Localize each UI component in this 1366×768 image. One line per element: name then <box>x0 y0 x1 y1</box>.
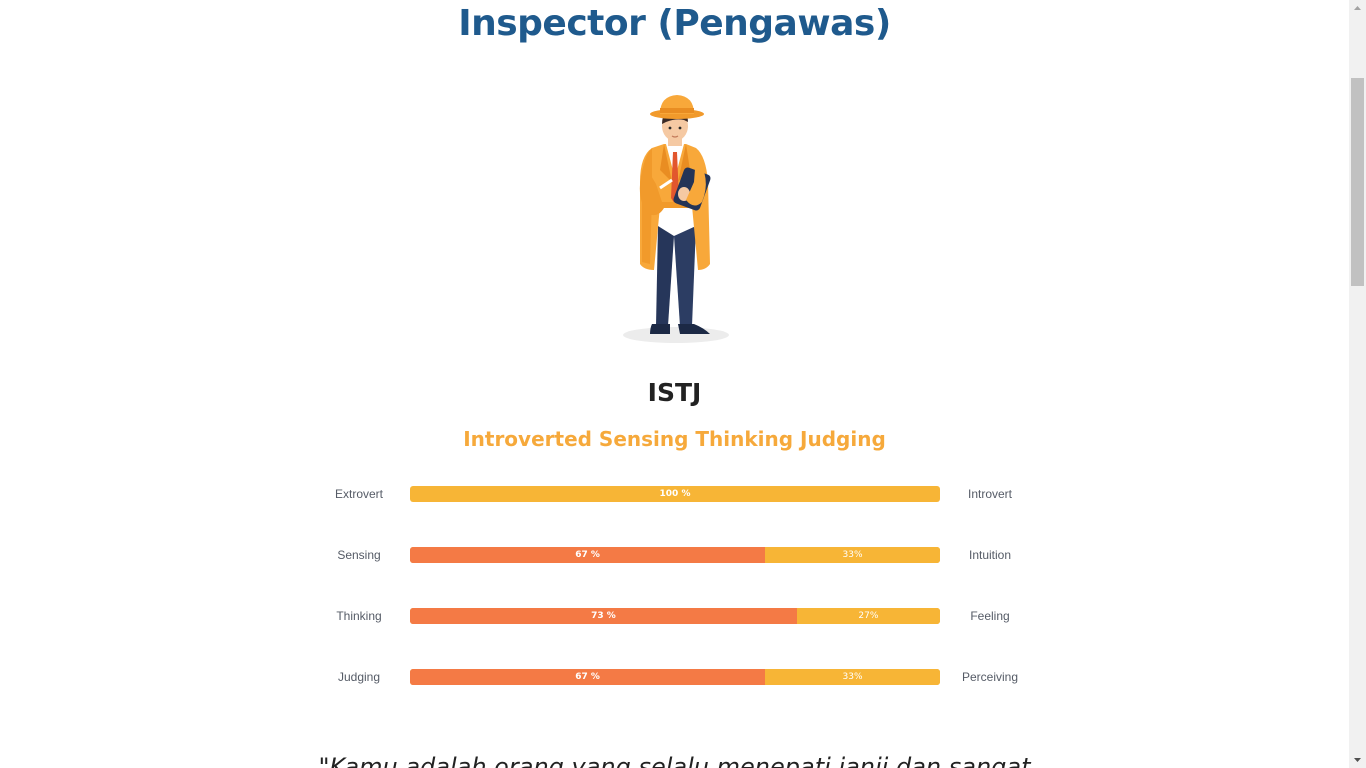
trait-left-label: Judging <box>337 670 381 684</box>
page-scrollbar[interactable] <box>1349 0 1366 768</box>
trait-left-label: Sensing <box>337 548 381 562</box>
trait-bar-left-segment: 67 % <box>410 547 766 563</box>
scroll-down-arrow-icon[interactable] <box>1349 751 1366 768</box>
trait-bar: 73 % 27% <box>410 608 940 624</box>
trait-left-label: Extrovert <box>334 487 383 501</box>
trait-bar: 67 % 33% <box>410 669 940 685</box>
trait-right-label: Intuition <box>968 548 1012 562</box>
personality-full-name: Introverted Sensing Thinking Judging <box>463 427 886 451</box>
trait-left-label: Thinking <box>336 609 382 623</box>
trait-bar-left-segment: 100 % <box>410 486 940 502</box>
trait-right-label: Feeling <box>970 609 1010 623</box>
page-title: Inspector (Pengawas) <box>458 3 891 44</box>
trait-row-extrovert-introvert: Extrovert 100 % Introvert <box>0 485 1349 505</box>
trait-row-sensing-intuition: Sensing 67 % 33% Intuition <box>0 546 1349 566</box>
trait-bar: 100 % <box>410 486 940 502</box>
trait-right-label: Introvert <box>967 487 1012 501</box>
personality-quote: "Kamu adalah orang yang selalu menepati … <box>318 753 1031 768</box>
trait-bar-left-segment: 73 % <box>410 608 797 624</box>
detective-with-tablet-icon <box>623 95 729 343</box>
trait-right-label: Perceiving <box>961 670 1019 684</box>
trait-row-thinking-feeling: Thinking 73 % 27% Feeling <box>0 607 1349 627</box>
trait-bar-right-segment: 33% <box>765 669 940 685</box>
trait-bar-right-segment: 27% <box>796 608 940 624</box>
scroll-up-arrow-icon[interactable] <box>1349 0 1366 17</box>
scrollbar-thumb[interactable] <box>1351 78 1364 286</box>
trait-row-judging-perceiving: Judging 67 % 33% Perceiving <box>0 668 1349 688</box>
trait-bar-right-segment: 33% <box>765 547 940 563</box>
trait-bar-left-segment: 67 % <box>410 669 766 685</box>
personality-code: ISTJ <box>647 378 702 407</box>
trait-bar: 67 % 33% <box>410 547 940 563</box>
